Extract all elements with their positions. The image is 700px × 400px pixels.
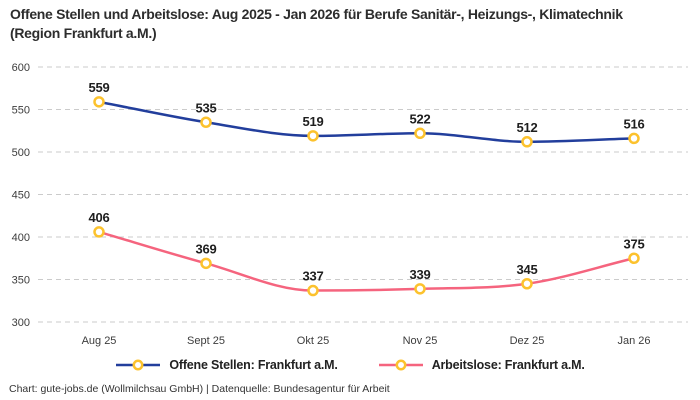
y-axis-tick-label: 550: [12, 105, 30, 117]
x-axis-tick-label: Nov 25: [403, 335, 438, 347]
data-point-marker: [414, 127, 426, 140]
data-point-label: 516: [623, 116, 644, 131]
y-axis-tick-label: 600: [12, 62, 30, 74]
x-axis-tick-label: Aug 25: [82, 335, 117, 347]
y-axis-tick-label: 300: [12, 317, 30, 329]
legend-item-arbeitslose[interactable]: Arbeitslose: Frankfurt a.M.: [378, 358, 585, 372]
data-point-marker: [200, 116, 212, 128]
legend-label: Offene Stellen: Frankfurt a.M.: [169, 358, 338, 372]
x-axis-tick-label: Dez 25: [510, 335, 545, 347]
y-axis-tick-label: 400: [12, 232, 30, 244]
data-point-label: 519: [302, 114, 323, 129]
data-point-marker: [93, 96, 105, 108]
data-point-label: 339: [409, 267, 430, 282]
y-axis-tick-label: 500: [12, 147, 30, 159]
data-point-label: 337: [302, 269, 323, 284]
x-axis-tick-label: Sept 25: [187, 335, 225, 347]
data-point-label: 522: [409, 111, 430, 126]
legend-label: Arbeitslose: Frankfurt a.M.: [431, 358, 585, 372]
series-line: [97, 230, 636, 292]
data-point-marker: [93, 226, 105, 238]
data-point-marker: [200, 257, 212, 270]
chart-title: Offene Stellen und Arbeitslose: Aug 2025…: [10, 6, 623, 41]
x-axis-tick-label: Okt 25: [297, 335, 329, 347]
data-point-label: 512: [516, 120, 537, 135]
data-point-label: 375: [623, 236, 644, 251]
data-point-marker: [628, 252, 640, 264]
data-point-marker: [414, 283, 426, 295]
legend-line-marker-icon: [378, 359, 423, 371]
data-point-label: 369: [195, 241, 216, 256]
y-axis-tick-label: 350: [12, 275, 30, 287]
data-point-marker: [628, 132, 640, 145]
series-line: [97, 100, 636, 144]
data-point-marker: [307, 284, 319, 297]
data-point-label: 406: [88, 210, 109, 225]
legend-item-offene-stellen[interactable]: Offene Stellen: Frankfurt a.M.: [115, 358, 338, 372]
legend-line-marker-icon: [116, 359, 161, 371]
data-point-label: 559: [88, 80, 109, 95]
data-point-marker: [521, 278, 533, 290]
chart-source-attribution: Chart: gute-jobs.de (Wollmilchsau GmbH) …: [9, 383, 390, 395]
data-point-marker: [307, 130, 319, 142]
x-axis-tick-label: Jan 26: [617, 335, 650, 347]
data-point-marker: [521, 136, 533, 148]
data-point-label: 345: [516, 262, 537, 277]
chart-legend: Offene Stellen: Frankfurt a.M. Arbeitslo…: [0, 358, 700, 372]
y-axis-tick-label: 450: [12, 190, 30, 202]
data-point-label: 535: [195, 100, 216, 115]
